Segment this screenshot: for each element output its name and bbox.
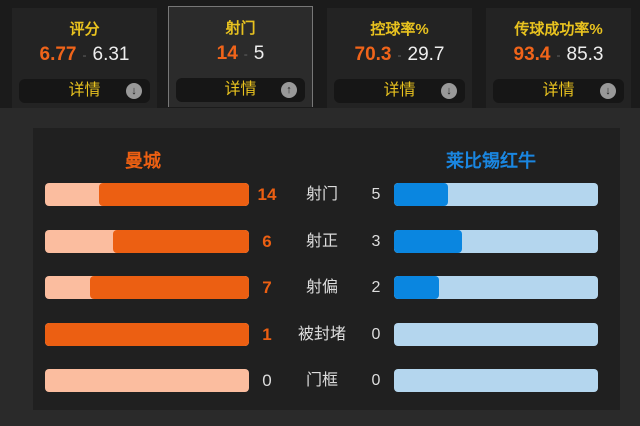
details-button[interactable]: 详情 ↑	[176, 78, 305, 102]
card-away-value: 29.7	[407, 44, 445, 65]
away-bar-fill	[394, 229, 462, 253]
away-bar	[394, 229, 598, 253]
stat-label: 射偏	[305, 279, 338, 296]
away-bar	[394, 276, 598, 299]
away-bar	[394, 322, 598, 346]
home-bar	[45, 369, 249, 392]
card-home-value: 70.3	[354, 44, 392, 65]
home-bar-fill	[45, 322, 249, 346]
card-title: 传球成功率%	[514, 21, 603, 38]
away-bar-fill	[394, 276, 440, 299]
card-separator: -	[397, 47, 402, 62]
summary-card[interactable]: 射门 14-5 详情 ↑	[168, 6, 313, 107]
card-separator: -	[243, 46, 248, 61]
card-separator: -	[82, 47, 87, 62]
details-button[interactable]: 详情 ↓	[334, 79, 465, 103]
arrow-down-icon: ↓	[600, 83, 616, 99]
home-bar	[45, 229, 249, 253]
summary-card[interactable]: 控球率% 70.3-29.7 详情 ↓	[327, 8, 472, 108]
home-bar-fill	[98, 183, 249, 206]
details-label: 详情	[224, 81, 257, 98]
away-value: 0	[371, 372, 381, 389]
card-title: 评分	[69, 21, 100, 38]
details-label: 详情	[383, 82, 416, 99]
details-label: 详情	[68, 82, 101, 99]
away-team-name: 莱比锡红牛	[446, 151, 536, 171]
away-value: 3	[371, 232, 381, 250]
away-value: 0	[371, 325, 381, 343]
details-button[interactable]: 详情 ↓	[19, 79, 150, 103]
stat-row: 0 门框 0	[0, 369, 640, 393]
stat-label: 射门	[305, 186, 338, 203]
stat-row: 14 射门 5	[0, 183, 640, 207]
home-bar-fill	[113, 229, 249, 253]
card-away-value: 5	[253, 43, 265, 64]
card-away-value: 6.31	[92, 44, 130, 65]
home-value: 6	[262, 231, 272, 251]
stat-row: 1 被封堵 0	[0, 322, 640, 347]
home-value: 14	[257, 185, 277, 204]
stat-label: 射正	[305, 232, 338, 250]
card-away-value: 85.3	[566, 44, 604, 65]
arrow-up-icon: ↑	[281, 82, 297, 98]
summary-card[interactable]: 传球成功率% 93.4-85.3 详情 ↓	[486, 8, 631, 108]
home-team-name: 曼城	[125, 151, 161, 171]
card-home-value: 93.4	[513, 44, 551, 65]
away-bar	[394, 369, 598, 392]
stat-row: 6 射正 3	[0, 229, 640, 254]
stat-label: 被封堵	[297, 325, 346, 343]
card-home-value: 6.77	[39, 44, 77, 65]
details-button[interactable]: 详情 ↓	[493, 79, 624, 103]
home-value: 1	[262, 324, 272, 344]
card-separator: -	[556, 47, 561, 62]
details-label: 详情	[542, 82, 575, 99]
stat-label: 门框	[305, 372, 338, 389]
home-bar-fill	[90, 276, 249, 299]
away-value: 5	[371, 186, 381, 203]
home-value: 7	[262, 278, 272, 297]
away-bar	[394, 183, 598, 206]
away-value: 2	[371, 279, 381, 296]
arrow-down-icon: ↓	[441, 83, 457, 99]
summary-card[interactable]: 评分 6.77-6.31 详情 ↓	[12, 8, 157, 108]
card-title: 射门	[225, 20, 256, 37]
arrow-down-icon: ↓	[126, 83, 142, 99]
home-value: 0	[262, 371, 272, 390]
stat-row: 7 射偏 2	[0, 276, 640, 300]
home-bar	[45, 276, 249, 299]
home-bar	[45, 322, 249, 346]
card-home-value: 14	[216, 43, 238, 64]
card-title: 控球率%	[370, 21, 429, 38]
away-bar-fill	[394, 183, 448, 206]
stats-inner	[33, 128, 620, 410]
home-bar	[45, 183, 249, 206]
